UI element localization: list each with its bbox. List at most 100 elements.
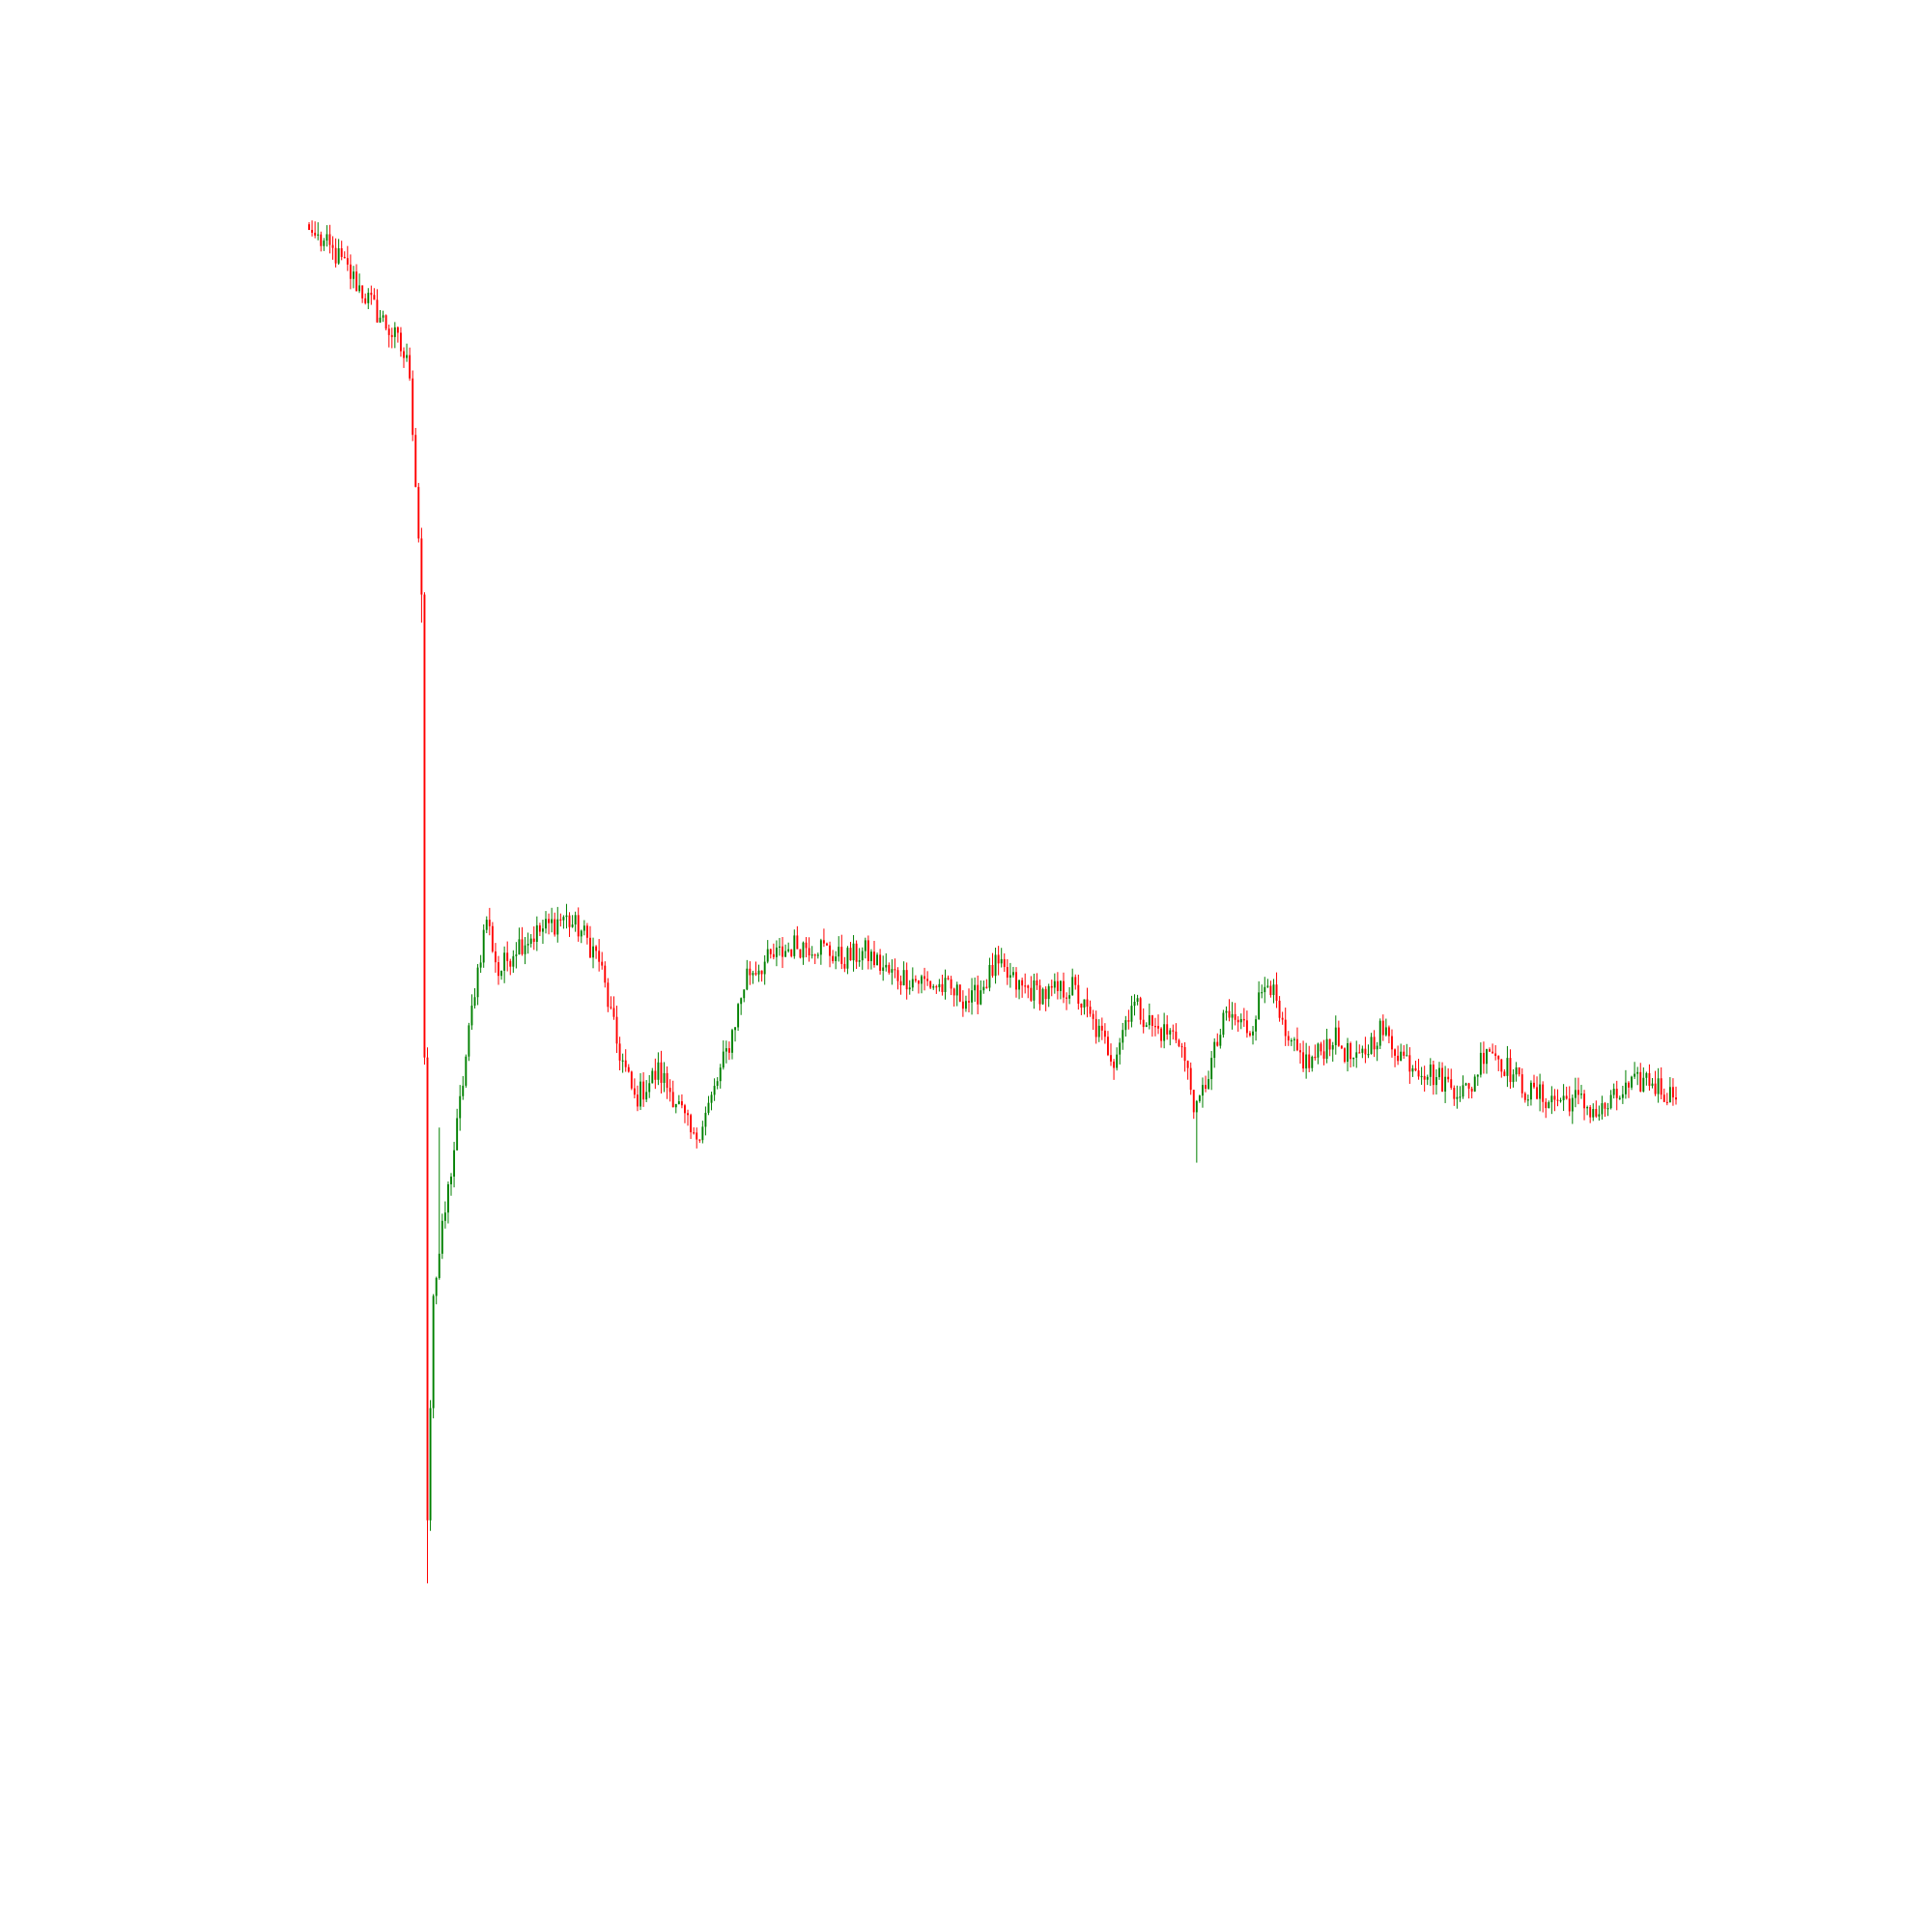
candle-body (923, 976, 926, 980)
candle-body (719, 1067, 722, 1082)
candle-body (311, 230, 314, 233)
candle-body (781, 946, 783, 957)
candle-body (1476, 1074, 1479, 1077)
candle-body (1325, 1038, 1328, 1060)
candle-body (1467, 1083, 1470, 1089)
candle-body (1464, 1083, 1467, 1086)
candle-body (518, 939, 521, 955)
candle-body (1489, 1049, 1491, 1052)
candle-body (406, 355, 409, 358)
candle-body (506, 952, 509, 961)
candle-body (1068, 995, 1071, 999)
candle-body (724, 1048, 727, 1052)
candle-body (1559, 1099, 1562, 1102)
candle-body (1631, 1076, 1634, 1088)
candle-body (1411, 1067, 1414, 1072)
candle-body (1328, 1038, 1331, 1050)
candle-body (1044, 988, 1047, 1000)
candle-body (696, 1132, 698, 1140)
candle-body (799, 949, 802, 958)
candle-body (1011, 972, 1014, 976)
candle-body (1450, 1079, 1453, 1089)
candle-body (1497, 1056, 1500, 1060)
candle-body (639, 1081, 641, 1107)
candle-body (376, 299, 379, 323)
candle-body (1266, 985, 1269, 987)
candle-body (921, 976, 923, 984)
candle-body (1533, 1082, 1535, 1088)
candle-body (556, 919, 559, 935)
candle-body (832, 955, 835, 961)
candle-body (1317, 1043, 1320, 1058)
candle-body (1195, 1100, 1198, 1113)
candle-body (1586, 1107, 1589, 1109)
candle-body (1444, 1076, 1447, 1092)
candle-body (538, 924, 541, 932)
candle-body (1556, 1099, 1559, 1101)
candle-body (1225, 1010, 1228, 1013)
candle-body (666, 1072, 668, 1089)
candle-body (852, 943, 855, 961)
candle-body (417, 487, 420, 539)
candle-body (1494, 1053, 1497, 1057)
candle-body (840, 947, 843, 964)
candle-body (869, 952, 872, 961)
candle-body (964, 1001, 967, 1009)
candle-body (805, 942, 808, 949)
candle-body (1486, 1049, 1488, 1065)
candle-body (1387, 1027, 1390, 1037)
candle-body (1094, 1018, 1097, 1037)
candle-body (568, 915, 571, 927)
candle-body (459, 1095, 462, 1119)
candle-body (426, 1057, 429, 1520)
candle-body (1208, 1079, 1210, 1090)
candle-body (1639, 1071, 1642, 1092)
candle-body (1047, 985, 1050, 1000)
candle-body (1370, 1037, 1373, 1055)
candle-body (1166, 1024, 1169, 1035)
candle-body (1116, 1054, 1119, 1068)
candle-body (1645, 1072, 1648, 1078)
candle-body (1397, 1055, 1400, 1062)
candle-body (958, 984, 961, 1002)
candle-body (1236, 1019, 1239, 1023)
candle-body (1192, 1090, 1195, 1113)
candle-body (813, 954, 816, 956)
candle-body (1545, 1101, 1548, 1109)
candle-body (668, 1088, 671, 1093)
candle-body (1033, 980, 1036, 1001)
candle-body (1406, 1055, 1408, 1057)
candle-body (1441, 1067, 1443, 1092)
candle-body (562, 917, 565, 921)
candle-body (542, 928, 544, 932)
candle-body (1654, 1083, 1657, 1094)
candle-body (559, 919, 562, 921)
candle-body (485, 920, 488, 930)
candle-body (1589, 1107, 1592, 1118)
candle-body (488, 920, 491, 926)
candle-body (873, 952, 875, 966)
candle-body (642, 1081, 645, 1100)
candle-body (323, 241, 326, 246)
candle-body (432, 1295, 435, 1408)
candle-body (1539, 1084, 1542, 1099)
candle-body (1503, 1071, 1506, 1076)
candle-body (1512, 1074, 1515, 1083)
candle-body (796, 935, 799, 950)
candle-body (1671, 1087, 1674, 1098)
candle-body (1615, 1089, 1618, 1098)
candle-body (1470, 1088, 1473, 1092)
candle-body (1367, 1054, 1370, 1056)
candle-body (1308, 1054, 1311, 1068)
candle-body (737, 1004, 740, 1028)
candle-body (645, 1092, 648, 1100)
candle-body (1331, 1044, 1334, 1050)
candle-body (1361, 1048, 1364, 1053)
candle-body (1548, 1102, 1550, 1109)
candle-body (1097, 1025, 1100, 1037)
candle-body (1414, 1067, 1417, 1071)
candle-body (1423, 1075, 1426, 1080)
candle-body (382, 315, 384, 318)
candle-body (1438, 1067, 1440, 1078)
candle-body (908, 987, 911, 990)
